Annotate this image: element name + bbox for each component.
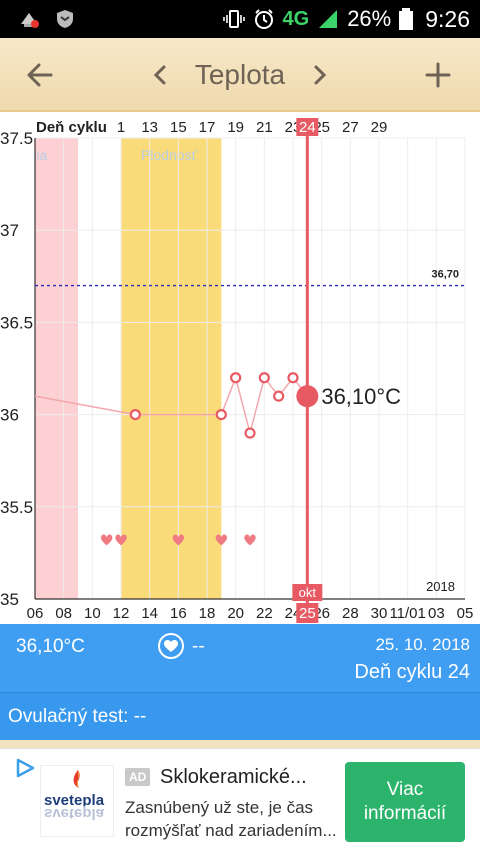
x-tick-label: 12: [113, 605, 130, 622]
x-tick-label: 28: [342, 605, 359, 622]
heart-icon: [164, 639, 178, 652]
cycle-tick-label: 13: [141, 119, 158, 136]
x-tick-label: 18: [199, 605, 216, 622]
y-tick-label: 36.5: [0, 313, 33, 332]
chevron-right-icon: [314, 65, 327, 85]
x-tick-label: 20: [227, 605, 244, 622]
current-date-box: [296, 603, 319, 623]
battery-percent: 26%: [347, 6, 392, 31]
shield-icon: [57, 10, 73, 28]
year-label: 2018: [426, 579, 455, 594]
heart-icon: [115, 534, 127, 546]
temperature-point: [215, 409, 227, 421]
x-tick-label: 11/01: [389, 605, 425, 622]
temperature-chart[interactable]: Menštruácia Plodnosť 35 35.5 36 36.5 37 37.5 06 0…: [0, 112, 480, 624]
svg-text:svetepla: svetepla: [44, 805, 105, 822]
cycle-tick-label: 15: [170, 119, 187, 136]
cycle-day-header: Deň cyklu: [36, 119, 107, 136]
ad-brand-text: svetepla: [44, 792, 105, 809]
temperature-point: [129, 409, 141, 421]
fertile-band-label: Plodnosť: [141, 147, 198, 163]
x-tick-label: 16: [170, 605, 187, 622]
x-tick-label: 08: [55, 605, 72, 622]
ad-cta-button[interactable]: Viac informácií: [345, 762, 465, 842]
signal-icon: [319, 10, 338, 28]
y-tick-label: 36: [0, 406, 19, 425]
cycle-tick-label: 29: [371, 119, 388, 136]
notification-app-icon: [21, 13, 39, 28]
x-tick-label: 06: [27, 605, 44, 622]
ad-body[interactable]: Zasnúbený už ste, je čas rozmýšľať nad z…: [125, 798, 337, 840]
clock: 9:26: [425, 5, 470, 32]
period-band: [35, 138, 78, 599]
temperature-point: [287, 372, 299, 384]
selected-date: 25. 10. 2018: [375, 635, 470, 654]
status-bar: 4G 26% 9:26: [0, 0, 480, 38]
selected-temperature-label: 36,10°C: [321, 384, 401, 409]
heart-icon: [100, 534, 113, 546]
ad-banner[interactable]: svetepla svetepla AD Sklokeramické... Za…: [0, 748, 480, 854]
current-month-label: okt: [299, 585, 317, 600]
x-tick-label: 10: [84, 605, 101, 622]
ad-badge: AD: [125, 768, 151, 786]
alarm-icon: [254, 9, 273, 29]
chart-svg[interactable]: Menštruácia Plodnosť 35 35.5 36 36.5 37 37.5 06 0…: [0, 112, 480, 624]
day-info-panel[interactable]: 36,10°C -- 25. 10. 2018 Deň cyklu 24: [0, 624, 480, 692]
temperature-point: [230, 372, 242, 384]
current-cycle-day: 24: [299, 119, 316, 136]
cycle-tick-label: 19: [227, 119, 244, 136]
period-band-label: Menštruácia: [0, 147, 47, 163]
selected-temperature-point: [296, 385, 319, 408]
series-line-lead: [34, 395, 136, 416]
add-button[interactable]: [410, 38, 466, 112]
x-tick-label: 05: [457, 605, 474, 622]
intercourse-value: --: [192, 636, 205, 657]
x-tick-label: 03: [428, 605, 445, 622]
current-cycle-day-box: [296, 118, 319, 136]
fertile-band: [121, 138, 222, 599]
y-tick-label: 37: [0, 221, 19, 240]
cycle-tick-label: 27: [342, 119, 359, 136]
ad-headline[interactable]: Sklokeramické...: [160, 766, 307, 788]
y-tick-label: 37.5: [0, 129, 33, 148]
plot-area: [35, 138, 465, 599]
heart-icon: [244, 534, 256, 546]
x-tick-label: 22: [256, 605, 273, 622]
x-tick-label: 30: [371, 605, 388, 622]
back-button[interactable]: [12, 38, 68, 112]
page-title: Teplota: [194, 59, 286, 90]
intercourse-button[interactable]: [158, 633, 184, 659]
flame-logo-icon: svetepla svetepla: [44, 770, 105, 822]
selected-temperature: 36,10°C: [16, 636, 85, 657]
current-month-box: [292, 584, 323, 601]
selected-cycle-day: Deň cyklu 24: [354, 661, 470, 683]
next-button[interactable]: [300, 38, 340, 112]
heart-icon: [172, 534, 185, 546]
y-tick-label: 35: [0, 590, 19, 609]
network-type: 4G: [282, 7, 310, 30]
vibrate-icon: [222, 10, 245, 28]
heart-icon: [215, 534, 228, 546]
cycle-tick-label: 1: [117, 119, 125, 136]
ad-logo[interactable]: svetepla svetepla: [40, 765, 114, 837]
x-tick-label: 14: [141, 605, 158, 622]
previous-button[interactable]: [140, 38, 180, 112]
arrow-left-icon: [27, 63, 53, 87]
app-bar: Teplota: [0, 38, 480, 112]
cycle-tick-label: 17: [199, 119, 216, 136]
plus-icon: [425, 62, 451, 88]
current-date-label: 25: [299, 605, 316, 622]
temperature-point: [273, 390, 285, 402]
ovulation-test-row[interactable]: Ovulačný test: --: [0, 692, 480, 740]
cycle-tick-label: 21: [256, 119, 273, 136]
y-tick-label: 35.5: [0, 498, 33, 517]
coverline-label: 36,70: [431, 269, 459, 281]
battery-icon: [399, 8, 414, 30]
adchoices-icon[interactable]: [14, 757, 36, 779]
temperature-point: [258, 372, 270, 384]
chevron-left-icon: [153, 65, 166, 85]
temperature-point: [244, 427, 256, 439]
